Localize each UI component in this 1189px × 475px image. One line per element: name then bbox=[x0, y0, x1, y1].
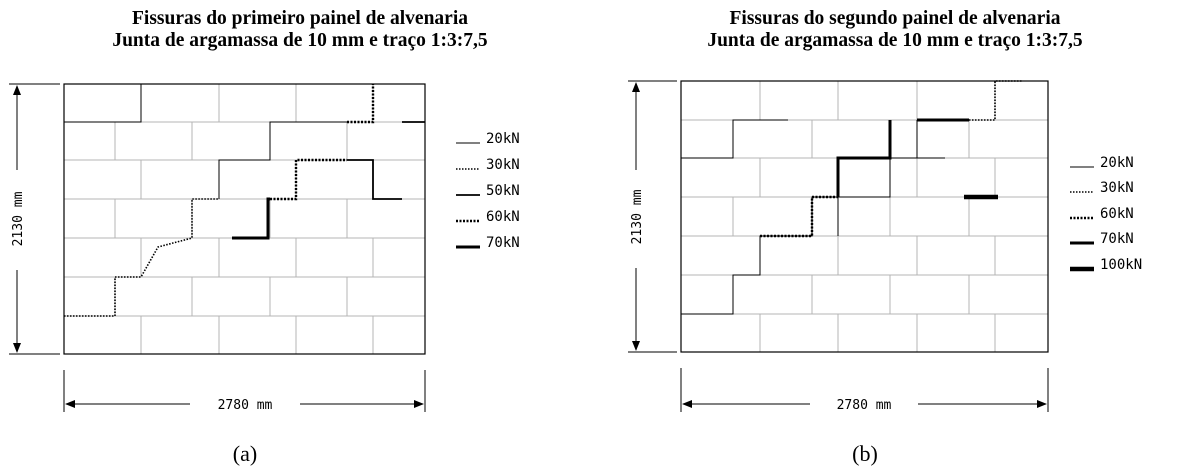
panel-a-crack-60kN-2 bbox=[270, 158, 347, 201]
panel-a-wall-outline bbox=[63, 83, 426, 355]
panel-b-crack-70kN bbox=[836, 120, 892, 197]
panel-a-crack-30kN bbox=[64, 198, 219, 317]
panel-b: 2130 mm 2780 mm 20kN 30kN 60kN 70kN 100k… bbox=[628, 80, 1142, 413]
panel-b-masonry-grid bbox=[681, 81, 1048, 352]
panel-b-legend bbox=[1070, 166, 1094, 272]
panel-b-legend-label-60kN: 60kN bbox=[1100, 206, 1134, 222]
panel-b-wall-outline bbox=[680, 80, 1049, 353]
panel-a-title-line2: Junta de argamassa de 10 mm e traço 1:3:… bbox=[112, 30, 488, 51]
panel-a-legend-label-50kN: 50kN bbox=[486, 183, 520, 199]
panel-a-title-line1: Fissuras do primeiro painel de alvenaria bbox=[131, 8, 469, 29]
panel-b-title-line2: Junta de argamassa de 10 mm e traço 1:3:… bbox=[707, 30, 1083, 51]
panel-a-dim-vertical bbox=[9, 83, 60, 355]
panel-a-dim-horizontal-label: 2780 mm bbox=[218, 398, 273, 413]
panel-b-title: Fissuras do segundo painel de alvenaria … bbox=[615, 8, 1175, 52]
panel-b-dim-vertical-label: 2130 mm bbox=[630, 189, 645, 244]
panel-a-masonry-grid bbox=[64, 84, 425, 354]
panel-a-legend-label-30kN: 30kN bbox=[486, 157, 520, 173]
panel-b-crack-60kN bbox=[760, 195, 838, 238]
panel-a-crack-50kN bbox=[347, 159, 402, 200]
panel-a-dim-horizontal bbox=[63, 370, 426, 412]
panel-a-caption: (a) bbox=[232, 441, 258, 466]
panel-a-crack-20kN bbox=[64, 84, 142, 123]
panel-b-dim-horizontal bbox=[680, 368, 1049, 412]
panel-b-legend-label-70kN: 70kN bbox=[1100, 231, 1134, 247]
panel-a-dim-vertical-label: 2130 mm bbox=[11, 191, 26, 246]
panel-b-title-line1: Fissuras do segundo painel de alvenaria bbox=[729, 8, 1061, 29]
panel-b-dim-vertical bbox=[628, 80, 677, 353]
panel-a: 2130 mm 2780 mm 20kN 30kN 50kN 60kN 70kN bbox=[9, 83, 520, 413]
panel-b-legend-label-20kN: 20kN bbox=[1100, 155, 1134, 171]
panel-a-cracks bbox=[64, 84, 425, 317]
panel-a-crack-60kN bbox=[347, 84, 375, 124]
panel-a-legend-label-70kN: 70kN bbox=[486, 235, 520, 251]
panel-a-crack-20kN-2 bbox=[218, 121, 347, 199]
panel-b-crack-30kN bbox=[969, 80, 1022, 121]
panel-a-crack-70kN bbox=[232, 197, 270, 240]
panel-b-crack-20kN bbox=[681, 119, 788, 159]
panel-b-dim-horizontal-label: 2780 mm bbox=[837, 398, 892, 413]
panel-a-title: Fissuras do primeiro painel de alvenaria… bbox=[30, 8, 570, 52]
panel-a-legend bbox=[456, 142, 480, 249]
panel-b-cracks bbox=[681, 80, 1022, 315]
panel-b-caption: (b) bbox=[852, 441, 878, 466]
panel-a-legend-label-20kN: 20kN bbox=[486, 131, 520, 147]
panel-b-legend-label-100kN: 100kN bbox=[1100, 257, 1142, 273]
panel-a-legend-label-60kN: 60kN bbox=[486, 209, 520, 225]
panel-b-legend-label-30kN: 30kN bbox=[1100, 180, 1134, 196]
panel-b-crack-20kN-3 bbox=[837, 120, 918, 236]
